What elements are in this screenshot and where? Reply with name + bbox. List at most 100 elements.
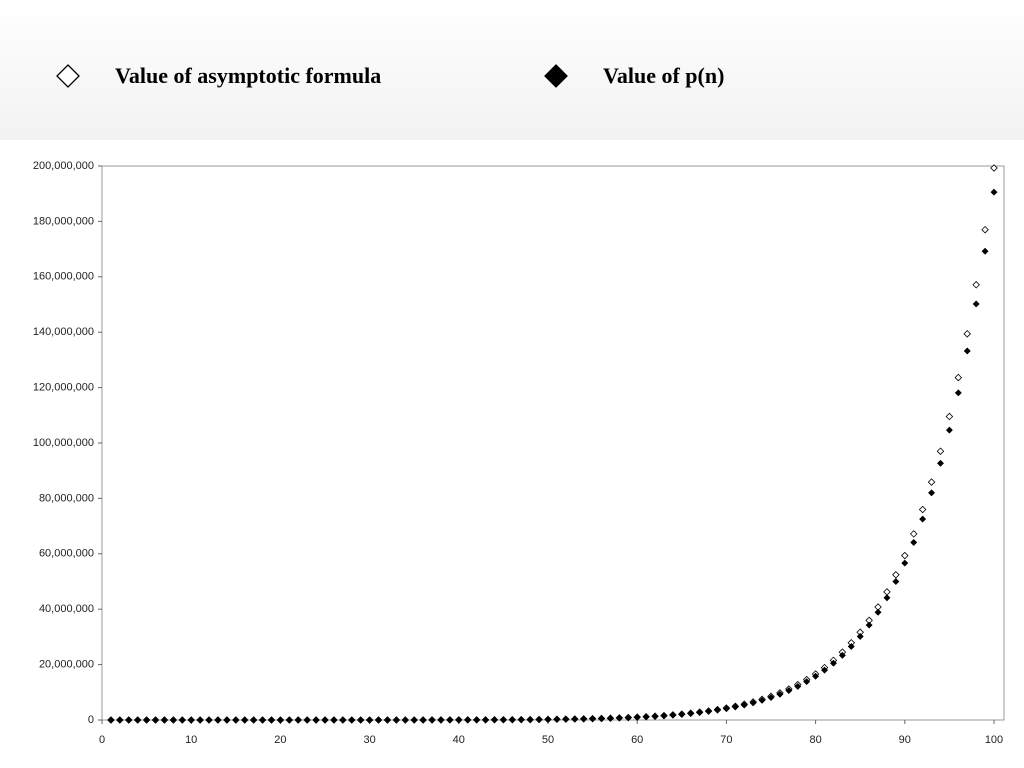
point [383, 716, 391, 724]
y-tick-label: 180,000,000 [33, 215, 94, 227]
point [927, 478, 936, 486]
point [241, 716, 249, 724]
point [169, 716, 177, 724]
point [232, 716, 240, 724]
point [776, 690, 784, 698]
point [812, 672, 820, 680]
x-tick-label: 70 [720, 734, 732, 746]
point [963, 330, 972, 338]
point [945, 412, 954, 421]
header-band [0, 0, 1024, 140]
y-tick-label: 140,000,000 [33, 326, 94, 338]
point [517, 716, 525, 724]
point [803, 678, 811, 686]
point [954, 389, 962, 397]
point [357, 716, 365, 724]
point [901, 551, 909, 560]
point [419, 716, 427, 724]
legend-marker [544, 64, 568, 88]
point [562, 715, 570, 723]
x-tick-label: 80 [809, 734, 821, 746]
point [615, 714, 623, 722]
point [606, 714, 614, 722]
point [151, 716, 160, 724]
point [267, 716, 276, 724]
point [758, 696, 766, 704]
point [856, 632, 864, 640]
point [722, 705, 730, 713]
point [401, 716, 409, 724]
y-tick-label: 60,000,000 [39, 548, 94, 560]
point [482, 716, 490, 724]
point [250, 716, 258, 724]
point [713, 706, 722, 714]
point [919, 515, 927, 523]
point [963, 347, 971, 355]
point [678, 710, 686, 718]
point [464, 716, 472, 724]
point [981, 247, 989, 255]
legend-marker [56, 64, 80, 88]
point [107, 716, 115, 724]
point [330, 716, 338, 724]
point [820, 666, 829, 674]
point [910, 538, 918, 546]
legend: Value of asymptotic formula Value of p(n) [56, 63, 724, 88]
point [285, 716, 293, 724]
point [785, 687, 793, 695]
point [160, 716, 168, 724]
point [125, 716, 133, 724]
point [981, 225, 989, 234]
x-tick-label: 50 [542, 734, 554, 746]
legend-label: Value of asymptotic formula [115, 63, 381, 88]
point [990, 188, 998, 196]
y-tick-label: 100,000,000 [33, 437, 94, 449]
point [901, 559, 909, 567]
point [473, 716, 481, 724]
x-tick-label: 40 [453, 734, 465, 746]
x-tick-label: 100 [985, 734, 1003, 746]
point [580, 715, 588, 723]
point [446, 716, 454, 724]
point [499, 716, 507, 724]
point [294, 716, 302, 724]
point [767, 693, 775, 702]
point [847, 642, 855, 651]
point [259, 716, 267, 724]
point [571, 715, 579, 723]
legend-label: Value of p(n) [603, 63, 724, 88]
point [366, 716, 374, 724]
point [838, 651, 846, 659]
point [143, 716, 151, 724]
point [651, 712, 659, 720]
point [660, 712, 668, 720]
x-tick-label: 60 [631, 734, 643, 746]
point [535, 715, 543, 724]
point [829, 659, 837, 667]
point [794, 682, 802, 690]
point [954, 373, 963, 382]
y-tick-label: 80,000,000 [39, 492, 94, 504]
point [740, 701, 748, 709]
point [705, 707, 713, 716]
point [749, 699, 757, 707]
point [624, 714, 632, 722]
x-tick-label: 30 [363, 734, 375, 746]
point [312, 716, 320, 724]
point [303, 716, 311, 724]
point [348, 716, 356, 724]
point [455, 716, 463, 724]
point [196, 716, 204, 724]
point [428, 716, 436, 724]
y-tick-label: 160,000,000 [33, 271, 94, 283]
point [936, 447, 945, 455]
plot-area [101, 165, 1005, 721]
point [374, 716, 383, 724]
point [116, 716, 124, 724]
point [936, 459, 945, 467]
point [731, 703, 739, 711]
point [990, 164, 998, 172]
point [508, 716, 516, 724]
point [642, 713, 650, 721]
